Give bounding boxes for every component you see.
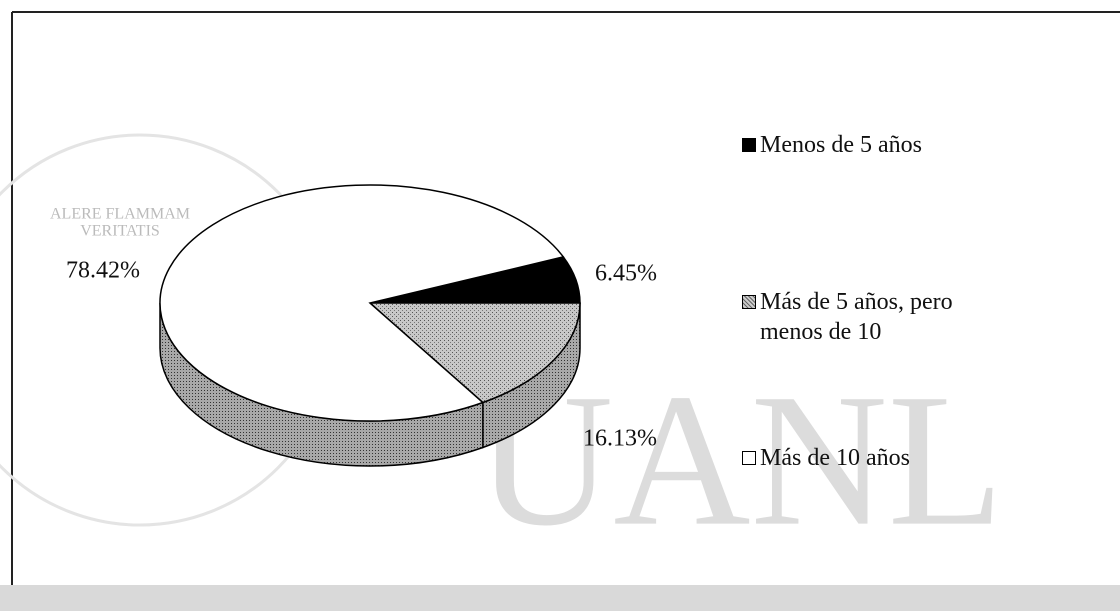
legend-label: Más de 10 años	[760, 445, 910, 471]
legend-item: Menos de 5 años	[742, 130, 1042, 160]
pie-slice	[159, 184, 565, 422]
legend-label: Menos de 5 años	[760, 132, 922, 158]
legend-label: Más de 5 años, pero menos de 10	[760, 289, 953, 345]
legend-item: Más de 5 años, pero menos de 10	[742, 287, 1042, 347]
bottom-band	[0, 585, 1120, 611]
legend-swatch	[742, 451, 756, 465]
legend-swatch	[742, 295, 756, 309]
pie-slice	[368, 302, 581, 404]
pie	[159, 184, 581, 467]
legend-item: Más de 10 años	[742, 443, 1042, 473]
watermark-motto: ALERE FLAMMAM	[50, 206, 190, 223]
value-label: 16.13%	[583, 426, 657, 452]
value-label: 6.45%	[595, 261, 657, 287]
legend-swatch	[742, 138, 756, 152]
watermark-motto: VERITATIS	[80, 223, 160, 240]
value-label: 78.42%	[66, 258, 140, 284]
